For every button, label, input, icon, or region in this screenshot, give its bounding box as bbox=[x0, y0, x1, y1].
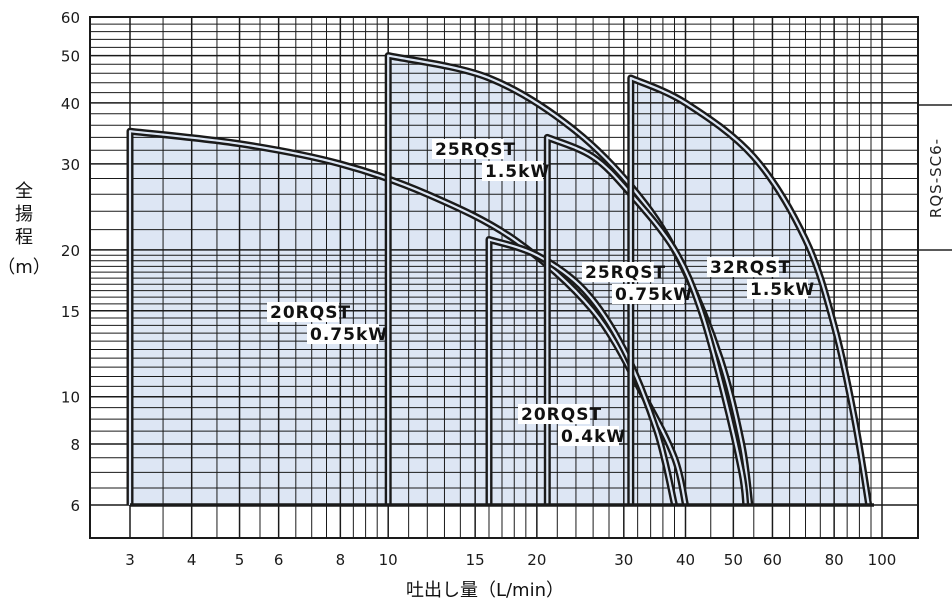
x-tick-label: 50 bbox=[724, 551, 743, 569]
x-tick-labels: 3 4 5 6 8 10 15 20 30 40 50 60 80 100 bbox=[125, 551, 896, 569]
series-label-bg bbox=[482, 161, 543, 181]
series-label: 25RQST bbox=[585, 263, 666, 283]
y-axis-title-char: 揚 bbox=[15, 204, 33, 225]
plot-border bbox=[89, 16, 919, 539]
x-tick-label: 4 bbox=[187, 551, 197, 569]
y-tick-label: 30 bbox=[61, 156, 80, 174]
y-tick-label: 60 bbox=[61, 9, 80, 27]
x-tick-label: 80 bbox=[825, 551, 844, 569]
series-label: 20RQST bbox=[270, 303, 351, 323]
series-label-bg bbox=[612, 284, 684, 304]
series-label-bg bbox=[707, 257, 779, 277]
x-tick-label: 15 bbox=[466, 551, 485, 569]
x-tick-label: 5 bbox=[235, 551, 245, 569]
series-label: 1.5kW bbox=[750, 280, 815, 300]
x-tick-label: 40 bbox=[676, 551, 695, 569]
y-tick-labels: 60 50 40 30 20 15 10 8 6 bbox=[61, 9, 80, 515]
plot-frame bbox=[89, 16, 919, 539]
x-tick-label: 100 bbox=[868, 551, 897, 569]
y-tick-label: 40 bbox=[61, 95, 80, 113]
y-axis-title-char: 程 bbox=[15, 227, 33, 248]
series-label-bg bbox=[267, 302, 339, 322]
series-label-bg bbox=[432, 139, 504, 159]
y-tick-label: 10 bbox=[61, 389, 80, 407]
series-outline-inner bbox=[128, 130, 687, 506]
side-reference-code: RQS-SC6- bbox=[927, 138, 945, 218]
y-axis-title-unit: （m） bbox=[0, 257, 51, 278]
y-axis-title: 全 揚 程 （m） bbox=[0, 181, 51, 278]
y-tick-label: 15 bbox=[61, 303, 80, 321]
series-label: 0.75kW bbox=[310, 325, 388, 345]
series-labels: 20RQST0.75kW20RQST0.4kW25RQST1.5kW25RQST… bbox=[267, 139, 815, 447]
series-label-bg bbox=[518, 404, 590, 424]
x-axis-title: 吐出し量（L/min） bbox=[406, 580, 564, 601]
series-outline-inner bbox=[487, 238, 676, 506]
series-label-bg bbox=[582, 262, 654, 282]
series-label-bg bbox=[307, 324, 379, 344]
x-tick-label: 60 bbox=[763, 551, 782, 569]
y-tick-label: 6 bbox=[70, 497, 80, 515]
y-tick-label: 50 bbox=[61, 48, 80, 66]
series-label: 32RQST bbox=[710, 258, 791, 278]
y-tick-label: 20 bbox=[61, 242, 80, 260]
series-outline-inner bbox=[629, 76, 870, 506]
series-label: 0.75kW bbox=[615, 285, 693, 305]
series-outline-inner bbox=[546, 136, 747, 506]
series-label: 1.5kW bbox=[485, 162, 550, 182]
x-tick-label: 20 bbox=[527, 551, 546, 569]
x-tick-label: 6 bbox=[274, 551, 284, 569]
series-curves bbox=[126, 52, 874, 507]
y-axis-title-char: 全 bbox=[15, 181, 33, 202]
x-tick-label: 10 bbox=[379, 551, 398, 569]
series-label: 25RQST bbox=[435, 140, 516, 160]
x-tick-label: 3 bbox=[125, 551, 135, 569]
y-tick-label: 8 bbox=[70, 436, 80, 454]
x-tick-label: 8 bbox=[336, 551, 346, 569]
side-reference-box: RQS-SC6- bbox=[918, 104, 952, 251]
x-tick-label: 30 bbox=[614, 551, 633, 569]
series-label-bg bbox=[558, 426, 619, 446]
series-label: 0.4kW bbox=[561, 427, 626, 447]
series-label-bg bbox=[747, 279, 808, 299]
series-label: 20RQST bbox=[521, 405, 602, 425]
